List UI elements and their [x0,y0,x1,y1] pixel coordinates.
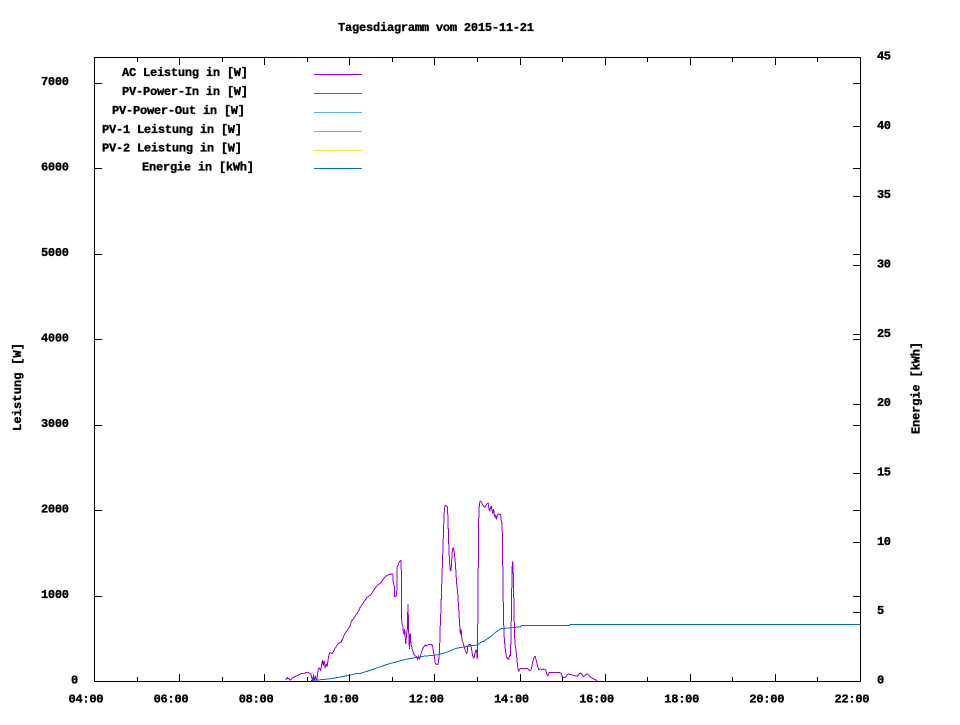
svg-text:04:00: 04:00 [69,692,104,706]
svg-text:10:00: 10:00 [324,692,359,706]
svg-text:22:00: 22:00 [835,692,870,706]
svg-text:1000: 1000 [41,588,69,602]
svg-text:Energie [kWh]: Energie [kWh] [910,342,924,434]
svg-text:PV-Power-In in [W]: PV-Power-In in [W] [122,85,248,99]
svg-text:20: 20 [877,396,891,410]
svg-text:35: 35 [877,188,891,202]
svg-text:Leistung [W]: Leistung [W] [11,343,25,431]
svg-text:Energie in [kWh]: Energie in [kWh] [142,161,254,175]
svg-text:PV-2 Leistung in [W]: PV-2 Leistung in [W] [102,142,242,156]
svg-text:12:00: 12:00 [409,692,444,706]
svg-text:6000: 6000 [41,161,69,175]
svg-text:PV-Power-Out in [W]: PV-Power-Out in [W] [112,104,245,118]
svg-text:16:00: 16:00 [579,692,614,706]
svg-text:40: 40 [877,119,891,133]
svg-text:4000: 4000 [41,332,69,346]
svg-text:45: 45 [877,50,891,64]
svg-text:2000: 2000 [41,503,69,517]
svg-text:AC Leistung in [W]: AC Leistung in [W] [122,66,248,80]
svg-text:08:00: 08:00 [239,692,274,706]
svg-text:18:00: 18:00 [664,692,699,706]
svg-text:14:00: 14:00 [494,692,529,706]
svg-text:15: 15 [877,466,891,480]
svg-text:20:00: 20:00 [749,692,784,706]
svg-text:5: 5 [877,604,884,618]
svg-text:06:00: 06:00 [154,692,189,706]
svg-text:0: 0 [71,674,78,688]
svg-text:25: 25 [877,327,891,341]
svg-text:PV-1 Leistung in [W]: PV-1 Leistung in [W] [102,123,242,137]
svg-text:Tagesdiagramm vom 2015-11-21: Tagesdiagramm vom 2015-11-21 [338,21,534,35]
svg-text:10: 10 [877,535,891,549]
svg-text:5000: 5000 [41,246,69,260]
svg-text:3000: 3000 [41,417,69,431]
svg-text:0: 0 [877,674,884,688]
svg-text:30: 30 [877,258,891,272]
svg-text:7000: 7000 [41,75,69,89]
